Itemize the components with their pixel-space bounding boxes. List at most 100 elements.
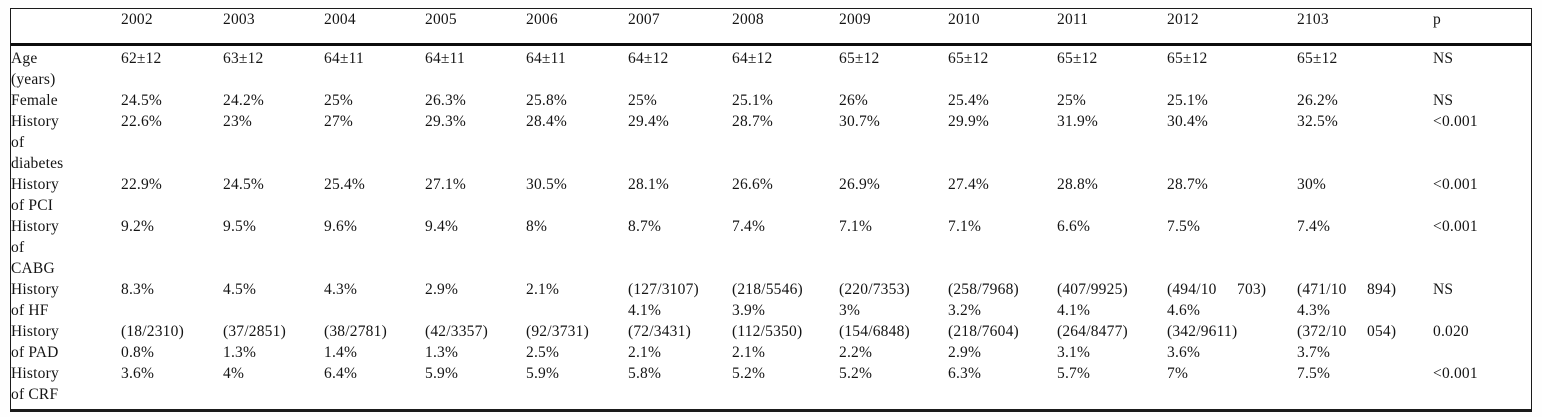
value-cell: 26% xyxy=(839,91,869,109)
row-label: Female xyxy=(11,91,58,109)
value-cell: 9.6% xyxy=(324,217,358,235)
value-cell: 30.5% xyxy=(526,175,568,193)
table-border-box: 2002 2003 2004 2005 2006 2007 2008 2009 2010 2011… xyxy=(10,8,1532,412)
value-cell: 4% xyxy=(223,364,245,382)
table-row: History of CRF 3.6% 4% 6.4% 5.9% 5.9% 5.8% 5.2%… xyxy=(11,363,1531,409)
table-row: History of HF 8.3% 4.5% 4.3% 2.9% 2.1% (127/31… xyxy=(11,279,1531,321)
p-value-cell: 0.020 xyxy=(1433,322,1469,340)
table-row: History of diabetes 22.6% 23% 27% 29.3% 28.4%… xyxy=(11,111,1531,174)
value-cell: 28.7% xyxy=(1167,175,1209,193)
p-value-cell: <0.001 xyxy=(1433,217,1478,235)
column-header-year: 2010 xyxy=(948,9,1057,46)
value-cell: 9.4% xyxy=(425,217,459,235)
value-cell: (154/6848) 2.2% xyxy=(839,322,910,361)
value-cell: 7.1% xyxy=(948,217,982,235)
value-cell: 28.8% xyxy=(1057,175,1099,193)
p-value-cell: NS xyxy=(1433,280,1454,298)
value-cell: 28.7% xyxy=(732,112,774,130)
value-cell: (372/10 054) 3.7% xyxy=(1297,322,1397,361)
value-cell: 29.4% xyxy=(628,112,670,130)
value-cell: 7.5% xyxy=(1167,217,1201,235)
value-cell: 26.6% xyxy=(732,175,774,193)
value-cell: 64±12 xyxy=(732,49,773,67)
value-cell: 26.2% xyxy=(1297,91,1339,109)
p-value-cell: NS xyxy=(1433,49,1454,67)
p-value-cell: NS xyxy=(1433,91,1454,109)
value-cell: 65±12 xyxy=(839,49,880,67)
value-cell: 9.2% xyxy=(121,217,155,235)
table-row: History of PAD (18/2310) 0.8% (37/2851) 1.… xyxy=(11,321,1531,363)
value-cell: (258/7968) 3.2% xyxy=(948,280,1019,319)
value-cell: 5.2% xyxy=(839,364,873,382)
value-cell: 24.5% xyxy=(223,175,265,193)
value-cell: 26.3% xyxy=(425,91,467,109)
column-header-empty xyxy=(11,9,121,46)
value-cell: (38/2781) 1.4% xyxy=(324,322,387,361)
value-cell: 25.1% xyxy=(732,91,774,109)
row-label: History of CRF xyxy=(11,364,59,403)
value-cell: 27.1% xyxy=(425,175,467,193)
value-cell: 65±12 xyxy=(948,49,989,67)
value-cell: 22.9% xyxy=(121,175,163,193)
row-label: History of CABG xyxy=(11,217,59,277)
value-cell: (494/10 703) 4.6% xyxy=(1167,280,1267,319)
value-cell: 4.5% xyxy=(223,280,257,298)
value-cell: 30.7% xyxy=(839,112,881,130)
value-cell: (72/3431) 2.1% xyxy=(628,322,691,361)
value-cell: 25.4% xyxy=(948,91,990,109)
value-cell: 29.3% xyxy=(425,112,467,130)
column-header-year: 2005 xyxy=(425,9,526,46)
value-cell: 62±12 xyxy=(121,49,162,67)
value-cell: 9.5% xyxy=(223,217,257,235)
value-cell: (471/10 894) 4.3% xyxy=(1297,280,1397,319)
value-cell: 23% xyxy=(223,112,253,130)
value-cell: 4.3% xyxy=(324,280,358,298)
value-cell: (407/9925) 4.1% xyxy=(1057,280,1128,319)
value-cell: 7.4% xyxy=(1297,217,1331,235)
value-cell: 32.5% xyxy=(1297,112,1339,130)
value-cell: (218/7604) 2.9% xyxy=(948,322,1019,361)
value-cell: 5.9% xyxy=(425,364,459,382)
table-row: History of PCI 22.9% 24.5% 25.4% 27.1% 30.5% 2… xyxy=(11,174,1531,216)
row-label: History of PAD xyxy=(11,322,59,361)
column-header-year: 2012 xyxy=(1167,9,1297,46)
value-cell: 5.9% xyxy=(526,364,560,382)
value-cell: (112/5350) 2.1% xyxy=(732,322,803,361)
p-value-cell: <0.001 xyxy=(1433,364,1478,382)
value-cell: 22.6% xyxy=(121,112,163,130)
value-cell: 8.3% xyxy=(121,280,155,298)
value-cell: 7.5% xyxy=(1297,364,1331,382)
column-header-year: 2008 xyxy=(732,9,839,46)
value-cell: 24.2% xyxy=(223,91,265,109)
value-cell: 7.1% xyxy=(839,217,873,235)
value-cell: (264/8477) 3.1% xyxy=(1057,322,1128,361)
row-label: Age (years) xyxy=(11,49,56,88)
value-cell: (220/7353) 3% xyxy=(839,280,910,319)
value-cell: 65±12 xyxy=(1297,49,1338,67)
row-label: History of PCI xyxy=(11,175,59,214)
column-header-p: p xyxy=(1433,9,1531,46)
value-cell: (37/2851) 1.3% xyxy=(223,322,286,361)
value-cell: 64±12 xyxy=(628,49,669,67)
value-cell: 6.3% xyxy=(948,364,982,382)
value-cell: 8% xyxy=(526,217,548,235)
value-cell: 28.1% xyxy=(628,175,670,193)
column-header-year: 2003 xyxy=(223,9,324,46)
value-cell: 3.6% xyxy=(121,364,155,382)
value-cell: 2.1% xyxy=(526,280,560,298)
value-cell: 7% xyxy=(1167,364,1189,382)
column-header-year: 2103 xyxy=(1297,9,1433,46)
value-cell: 28.4% xyxy=(526,112,568,130)
value-cell: 5.7% xyxy=(1057,364,1091,382)
value-cell: 5.8% xyxy=(628,364,662,382)
value-cell: 30.4% xyxy=(1167,112,1209,130)
value-cell: 30% xyxy=(1297,175,1327,193)
value-cell: 65±12 xyxy=(1057,49,1098,67)
row-label: History of diabetes xyxy=(11,112,64,172)
value-cell: 2.9% xyxy=(425,280,459,298)
value-cell: 25% xyxy=(628,91,658,109)
value-cell: 25.4% xyxy=(324,175,366,193)
column-header-year: 2009 xyxy=(839,9,948,46)
value-cell: 6.6% xyxy=(1057,217,1091,235)
